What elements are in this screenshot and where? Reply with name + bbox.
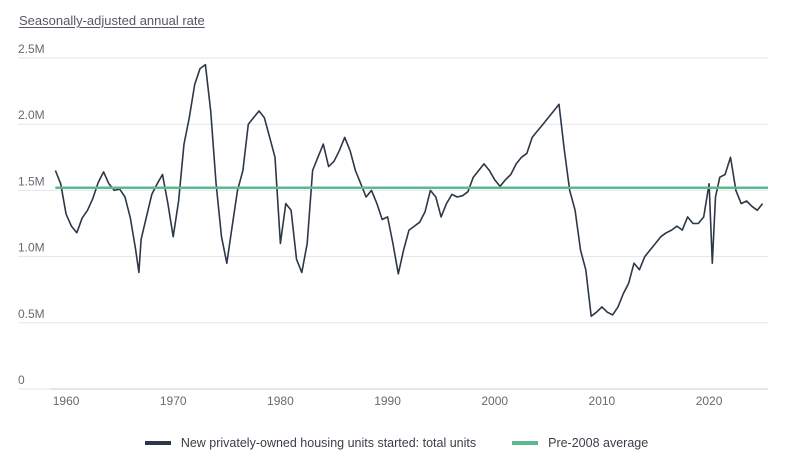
legend-label-average: Pre-2008 average [548, 436, 649, 450]
x-tick-label: 1970 [160, 394, 187, 408]
legend-item-average: Pre-2008 average [512, 436, 648, 450]
y-tick-label: 0 [18, 373, 25, 387]
x-tick-label: 1960 [53, 394, 80, 408]
x-tick-label: 2010 [589, 394, 616, 408]
x-axis-ticks: 1960 1970 1980 1990 2000 2010 2020 [53, 394, 723, 408]
x-tick-label: 1980 [267, 394, 294, 408]
legend-swatch-housing-starts [144, 441, 171, 445]
gridlines [18, 57, 768, 390]
legend-label-housing-starts: New privately-owned housing units starte… [180, 436, 477, 450]
chart-subtitle: Seasonally-adjusted annual rate [19, 13, 205, 28]
legend-item-housing-starts: New privately-owned housing units starte… [144, 436, 477, 450]
y-tick-label: 2.0M [18, 108, 45, 122]
legend-swatch-average [512, 441, 539, 445]
y-tick-label: 0.5M [18, 307, 45, 321]
x-tick-label: 2000 [481, 394, 508, 408]
y-tick-label: 1.0M [18, 241, 45, 255]
x-tick-label: 1990 [374, 394, 401, 408]
x-tick-label: 2020 [696, 394, 723, 408]
legend: New privately-owned housing units starte… [0, 436, 793, 450]
chart-plot-area: 0 0.5M 1.0M 1.5M 2.0M 2.5M 1960 1970 1980 1990 20… [18, 42, 768, 408]
series-line-housing-starts [54, 63, 764, 317]
y-tick-label: 1.5M [18, 174, 45, 188]
y-axis-ticks: 0 0.5M 1.0M 1.5M 2.0M 2.5M [18, 42, 45, 387]
series-layer [54, 63, 768, 317]
y-tick-label: 2.5M [18, 42, 45, 56]
